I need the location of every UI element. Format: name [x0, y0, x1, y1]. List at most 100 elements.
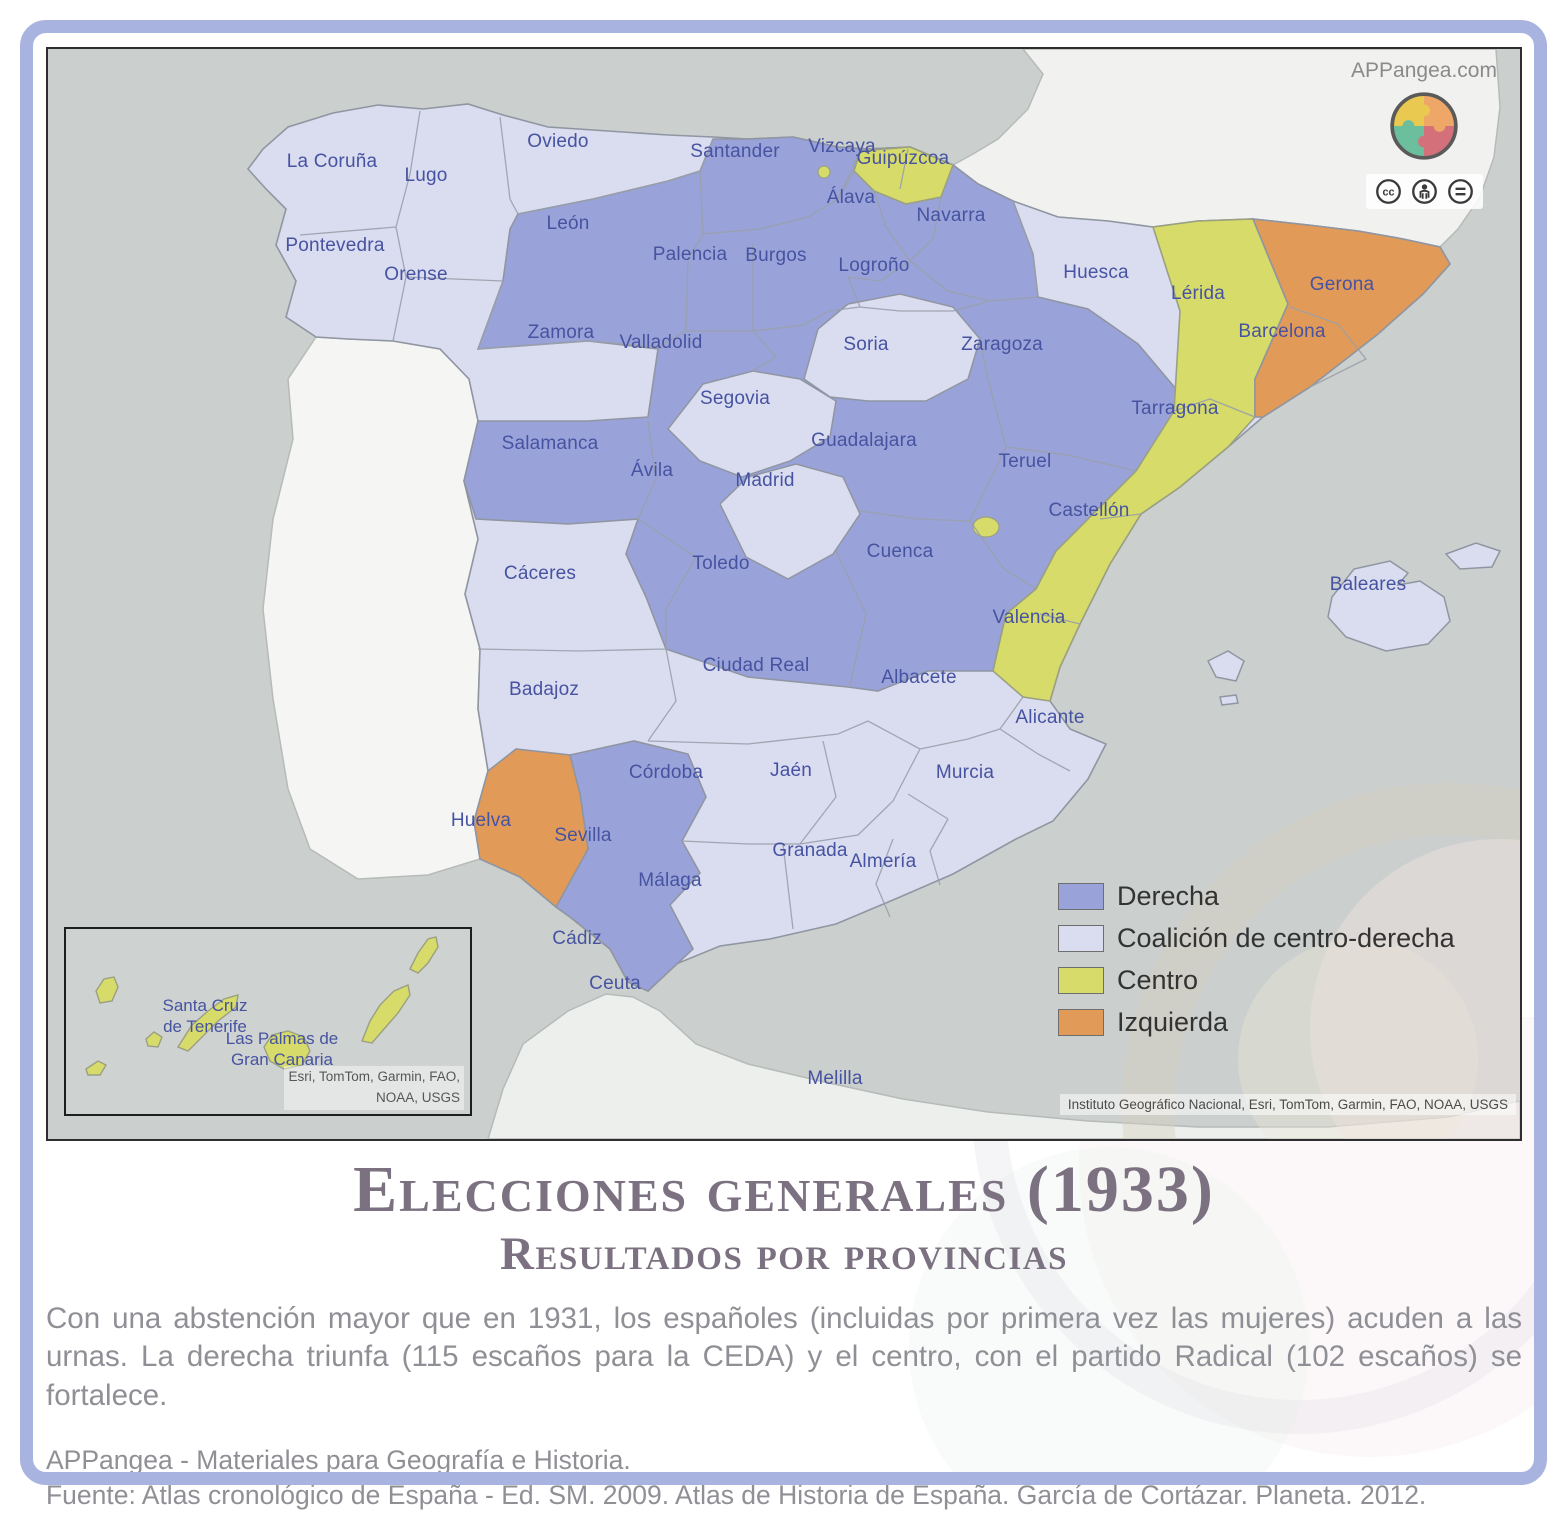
puzzle-logo-icon: [1390, 92, 1458, 160]
province-label-castellón: Castellón: [1048, 500, 1130, 521]
province-label-ceuta: Ceuta: [589, 973, 641, 994]
region-izquierda-catalonia: [1251, 218, 1451, 418]
province-label-tarragona: Tarragona: [1131, 398, 1219, 419]
page-subtitle: Resultados por provincias: [499, 1228, 1069, 1280]
cc-license-badge[interactable]: cc: [1365, 174, 1483, 209]
province-label-lérida: Lérida: [1170, 283, 1226, 304]
province-label-sevilla: Sevilla: [554, 825, 612, 846]
province-label-toledo: Toledo: [692, 553, 750, 574]
legend-item-izquierda: Izquierda: [1058, 1009, 1455, 1036]
canary-islands-inset: Santa Cruz de Tenerife Las Palmas de Gran…: [64, 927, 472, 1116]
province-label-soria: Soria: [843, 334, 889, 355]
fuerteventura: [361, 984, 411, 1044]
province-label-huelva: Huelva: [450, 810, 512, 831]
province-label-cádiz: Cádiz: [552, 928, 602, 949]
province-label-logroño: Logroño: [838, 255, 910, 276]
mallorca: [1327, 560, 1451, 652]
province-label-palencia: Palencia: [652, 244, 728, 265]
province-label-ciudad-real: Ciudad Real: [702, 655, 810, 676]
africa: [487, 993, 1520, 1139]
province-label-oviedo: Oviedo: [527, 131, 589, 152]
map-attribution: Instituto Geográfico Nacional, Esri, Tom…: [1059, 1094, 1516, 1115]
province-label-alicante: Alicante: [1015, 707, 1085, 728]
legend-swatch-izquierda: [1058, 1009, 1104, 1036]
province-label-lugo: Lugo: [404, 165, 448, 186]
province-label-burgos: Burgos: [745, 245, 807, 266]
cc-icon: cc: [1375, 179, 1401, 204]
credits-line-1: APPangea - Materiales para Geografía e H…: [46, 1445, 631, 1476]
province-label-granada: Granada: [772, 840, 848, 861]
province-label-gerona: Gerona: [1309, 274, 1375, 295]
province-label-pontevedra: Pontevedra: [285, 235, 385, 256]
province-label-teruel: Teruel: [998, 451, 1052, 472]
page-title: Elecciones generales (1933): [353, 1153, 1215, 1226]
legend-label-centro: Centro: [1117, 965, 1199, 995]
province-label-navarra: Navarra: [916, 205, 986, 226]
province-label-badajoz: Badajoz: [508, 679, 580, 700]
province-label-salamanca: Salamanca: [501, 433, 599, 454]
neighbour-countries: [262, 49, 1520, 1139]
province-label-vizcaya: Vizcaya: [808, 136, 876, 157]
credits-line-2: Fuente: Atlas cronológico de España - Ed…: [46, 1480, 1427, 1510]
province-label-málaga: Málaga: [638, 870, 702, 891]
legend-item-coalicion: Coalición de centro-derecha: [1058, 925, 1455, 952]
province-borders: [299, 110, 1368, 930]
province-label-álava: Álava: [826, 187, 876, 208]
province-label-jaén: Jaén: [769, 760, 813, 781]
formentera: [1219, 694, 1239, 706]
province-label-huesca: Huesca: [1063, 262, 1129, 283]
svg-text:cc: cc: [1382, 187, 1394, 199]
region-centro-ademuz: [972, 516, 1000, 538]
province-label-madrid: Madrid: [735, 470, 795, 491]
balearic-islands: [1206, 542, 1502, 706]
province-label-segovia: Segovia: [699, 388, 771, 409]
lanzarote: [409, 936, 439, 974]
province-label-orense: Orense: [384, 264, 448, 285]
equal-icon: [1447, 179, 1473, 204]
province-label-zaragoza: Zaragoza: [961, 334, 1043, 355]
legend-label-izquierda: Izquierda: [1117, 1007, 1229, 1037]
province-labels-layer: La Coruña Lugo Pontevedra Orense Oviedo Santa…: [48, 49, 1520, 1139]
la-palma: [95, 976, 119, 1004]
province-segovia-shape: [667, 370, 837, 478]
province-label-córdoba: Córdoba: [628, 762, 704, 783]
province-label-ávila: Ávila: [630, 460, 674, 481]
la-gomera: [145, 1031, 163, 1048]
province-label-cáceres: Cáceres: [503, 563, 577, 584]
province-label-barcelona: Barcelona: [1238, 321, 1326, 342]
province-label-guadalajara: Guadalajara: [811, 430, 917, 451]
coalicion-holes: [667, 293, 981, 580]
province-label-melilla: Melilla: [807, 1068, 863, 1089]
legend-item-centro: Centro: [1058, 967, 1455, 994]
map-panel: La Coruña Lugo Pontevedra Orense Oviedo Santa…: [46, 47, 1522, 1141]
legend-label-coalicion: Coalición de centro-derecha: [1117, 923, 1455, 953]
inset-attribution: Esri, TomTom, Garmin, FAO, NOAA, USGS: [284, 1066, 464, 1110]
ibiza: [1206, 650, 1245, 682]
description-paragraph: Con una abstención mayor que en 1931, lo…: [46, 1302, 1522, 1412]
province-label-baleares: Baleares: [1329, 574, 1407, 595]
tenerife: [176, 994, 239, 1052]
region-centro-exclave: [817, 165, 831, 179]
attribution-person-icon: [1411, 179, 1437, 204]
appangea-logo-block[interactable]: APPangea.com cc: [1344, 59, 1504, 210]
legend-swatch-coalicion: [1058, 925, 1104, 952]
map-legend: Derecha Coalición de centro-derecha Centro…: [1058, 883, 1455, 1051]
province-label-valladolid: Valladolid: [619, 332, 703, 353]
province-label-albacete: Albacete: [881, 667, 957, 688]
legend-item-derecha: Derecha: [1058, 883, 1455, 910]
region-centro-basque: [853, 146, 955, 205]
legend-label-derecha: Derecha: [1117, 881, 1220, 911]
province-label-valencia: Valencia: [992, 607, 1066, 628]
canary-islands-map: [85, 936, 439, 1076]
province-madrid-shape: [719, 463, 861, 580]
menorca: [1444, 542, 1502, 570]
province-label-león: León: [546, 213, 590, 234]
province-label-guipúzcoa: Guipúzcoa: [856, 148, 950, 169]
province-label-almería: Almería: [849, 851, 917, 872]
legend-swatch-centro: [1058, 967, 1104, 994]
legend-swatch-derecha: [1058, 883, 1104, 910]
gran-canaria: [263, 1030, 311, 1070]
province-label-santander: Santander: [690, 141, 780, 162]
el-hierro: [85, 1060, 107, 1076]
site-name[interactable]: APPangea.com: [1351, 59, 1497, 82]
